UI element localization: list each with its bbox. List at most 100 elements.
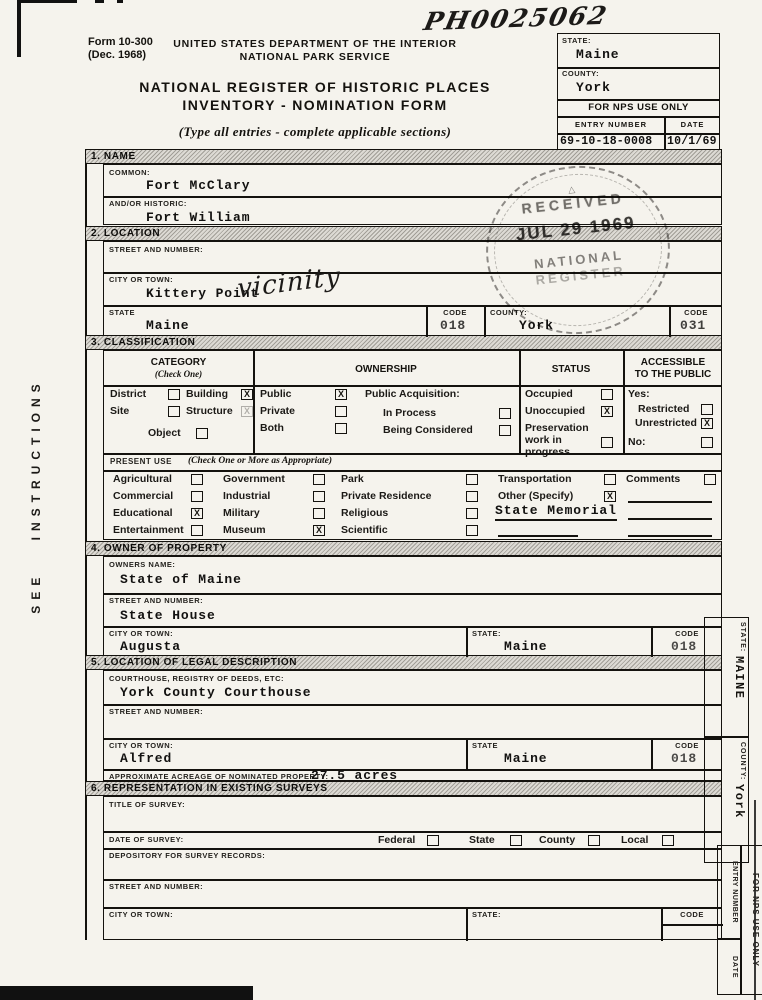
section6-box: TITLE OF SURVEY: DATE OF SURVEY: Federal… xyxy=(103,796,723,941)
acreage-value: 27.5 acres xyxy=(311,768,399,783)
label-federal: Federal xyxy=(378,834,416,846)
label-other-specify: Other (Specify) xyxy=(498,490,574,502)
checkbox-agricultural xyxy=(191,474,203,485)
checkbox-transportation xyxy=(604,474,616,485)
section3-bar: 3. CLASSIFICATION xyxy=(85,335,722,350)
label-being-considered: Being Considered xyxy=(383,424,473,436)
section4-box: OWNERS NAME: State of Maine STREET AND N… xyxy=(103,556,722,657)
checkbox-park xyxy=(466,474,478,485)
nps-state-value: Maine xyxy=(576,47,620,62)
checkbox-scientific xyxy=(466,525,478,536)
checkbox-religious xyxy=(466,508,478,519)
label-occupied: Occupied xyxy=(525,388,573,400)
blank-line xyxy=(628,518,712,520)
checkbox-military xyxy=(313,508,325,519)
checkbox-no xyxy=(701,437,713,448)
category-subheader: (Check One) xyxy=(154,369,203,379)
survey-title-label: TITLE OF SURVEY: xyxy=(109,800,186,809)
margin-date-label: DATE xyxy=(731,955,738,979)
nps-county-label: COUNTY: xyxy=(562,69,600,78)
stamp-register: REGISTER xyxy=(534,263,627,288)
label-museum: Museum xyxy=(223,524,266,536)
nps-county-value: York xyxy=(576,80,611,95)
checkbox-preservation-work xyxy=(601,437,613,448)
checkbox-industrial xyxy=(313,491,325,502)
survey-date-label: DATE OF SURVEY: xyxy=(109,835,184,844)
agency-header: UNITED STATES DEPARTMENT OF THE INTERIOR… xyxy=(125,38,505,64)
common-label: COMMON: xyxy=(109,168,150,177)
nps-use-box: STATE: Maine COUNTY: York FOR NPS USE ON… xyxy=(557,33,720,151)
depository-label: DEPOSITORY FOR SURVEY RECORDS: xyxy=(109,851,266,860)
label-local-survey: Local xyxy=(621,834,649,846)
label-commercial: Commercial xyxy=(113,490,174,502)
label-public-acquisition: Public Acquisition: xyxy=(365,388,460,400)
owner-code-value: 018 xyxy=(671,639,698,654)
form-number-block: Form 10-300 (Dec. 1968) xyxy=(88,36,153,62)
location-county-label: COUNTY: xyxy=(490,308,528,317)
common-value: Fort McClary xyxy=(146,178,251,193)
ownership-header: OWNERSHIP xyxy=(355,364,417,375)
title-line1: NATIONAL REGISTER OF HISTORIC PLACES xyxy=(139,79,491,95)
historic-label: AND/OR HISTORIC: xyxy=(109,199,187,208)
label-private-residence: Private Residence xyxy=(341,490,432,502)
checkbox-private xyxy=(335,406,347,417)
historic-value: Fort William xyxy=(146,210,251,225)
checkbox-other-specify: X xyxy=(604,491,616,502)
label-comments: Comments xyxy=(626,473,681,485)
owner-state-value: Maine xyxy=(504,639,548,654)
survey-street-label: STREET AND NUMBER: xyxy=(109,882,204,891)
checkbox-public: X xyxy=(335,389,347,400)
blank-line xyxy=(628,535,712,537)
blank-line xyxy=(628,501,712,503)
nps-state-label: STATE: xyxy=(562,36,591,45)
scan-artifact xyxy=(17,0,77,3)
label-unoccupied: Unoccupied xyxy=(525,405,586,417)
owner-city-label: CITY OR TOWN: xyxy=(109,629,174,638)
label-unrestricted: Unrestricted xyxy=(635,417,697,429)
label-restricted: Restricted xyxy=(638,403,690,415)
legal-state-value: Maine xyxy=(504,751,548,766)
checkbox-site xyxy=(168,406,180,417)
label-industrial: Industrial xyxy=(223,490,271,502)
type-note: (Type all entries - complete applicable … xyxy=(178,124,452,139)
margin-county-label: COUNTY: xyxy=(739,742,746,781)
form-title: NATIONAL REGISTER OF HISTORIC PLACES INV… xyxy=(105,78,525,114)
margin-state-label: STATE: xyxy=(739,622,746,653)
checkbox-structure: X xyxy=(241,406,253,417)
margin-nps-box: FOR NPS USE ONLY xyxy=(741,845,762,995)
section3-box: CATEGORY (Check One) OWNERSHIP STATUS AC… xyxy=(103,350,722,540)
county-code-label: CODE xyxy=(684,308,708,317)
entry-number-value: 69-10-18-0008 xyxy=(560,135,653,148)
label-educational: Educational xyxy=(113,507,173,519)
owner-street-value: State House xyxy=(120,608,216,623)
agency-line1: UNITED STATES DEPARTMENT OF THE INTERIOR xyxy=(173,38,457,50)
margin-county-box: COUNTY: York xyxy=(704,737,749,863)
label-building: Building xyxy=(186,388,228,400)
legal-street-label: STREET AND NUMBER: xyxy=(109,707,204,716)
legal-code-label: CODE xyxy=(675,741,699,750)
survey-city-label: CITY OR TOWN: xyxy=(109,910,174,919)
scan-artifact xyxy=(754,800,756,1000)
label-both: Both xyxy=(260,422,284,434)
location-state-label: STATE xyxy=(109,308,135,317)
margin-state-value: MAINE xyxy=(732,656,746,700)
checkbox-occupied xyxy=(601,389,613,400)
checkbox-both xyxy=(335,423,347,434)
handwritten-id: PH0025062 xyxy=(421,0,612,37)
entry-number-label: ENTRY NUMBER xyxy=(574,120,647,129)
owner-state-label: STATE: xyxy=(472,629,501,638)
margin-entry-box: ENTRY NUMBER xyxy=(717,845,741,939)
legal-city-value: Alfred xyxy=(120,751,173,766)
label-structure: Structure xyxy=(186,405,233,417)
label-government: Government xyxy=(223,473,285,485)
section1-box: COMMON: Fort McClary AND/OR HISTORIC: Fo… xyxy=(103,164,722,225)
scan-artifact xyxy=(17,0,21,57)
accessible-header1: ACCESSIBLE xyxy=(640,357,706,368)
scan-artifact xyxy=(95,0,104,3)
form-date: (Dec. 1968) xyxy=(88,49,147,61)
owner-street-label: STREET AND NUMBER: xyxy=(109,596,204,605)
legal-state-label: STATE xyxy=(472,741,498,750)
location-street-label: STREET AND NUMBER: xyxy=(109,245,204,254)
location-state-value: Maine xyxy=(146,318,190,333)
